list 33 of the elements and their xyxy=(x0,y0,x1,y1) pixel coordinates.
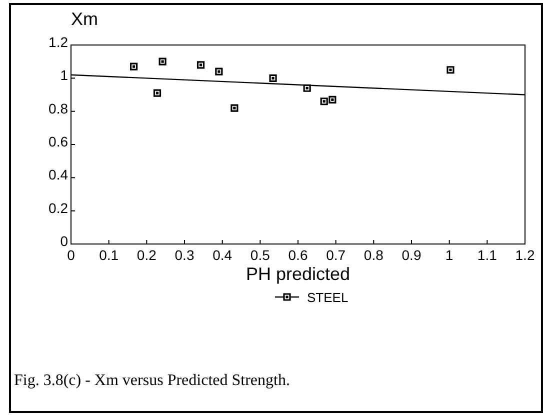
point xyxy=(153,89,162,97)
point xyxy=(328,96,336,104)
x-tick-label: 1.1 xyxy=(477,247,498,263)
point xyxy=(158,58,166,66)
x-tick-label: 1.2 xyxy=(515,247,535,263)
x-tick-label: 0.3 xyxy=(174,247,194,263)
point xyxy=(196,61,205,69)
y-tick-label: 0.6 xyxy=(48,134,68,150)
x-tick-label: 0.6 xyxy=(288,247,308,263)
y-tick-label: 0.4 xyxy=(48,166,68,183)
y-tick-label: 0.8 xyxy=(48,100,68,116)
legend-label: STEEL xyxy=(307,290,348,305)
y-tick-label: 0 xyxy=(60,233,68,249)
point xyxy=(269,74,277,82)
y-tick-label: 1.2 xyxy=(48,34,68,50)
point xyxy=(320,98,328,106)
x-tick-label: 0.1 xyxy=(99,247,119,263)
x-tick-label: 0.4 xyxy=(212,247,232,263)
x-tick-label: 0.9 xyxy=(402,247,422,263)
point xyxy=(215,68,223,76)
point xyxy=(130,62,138,70)
x-tick-label: 0.5 xyxy=(250,247,270,263)
y-tick-label: 0.2 xyxy=(48,200,68,216)
y-axis-title: Xm xyxy=(71,9,98,29)
point xyxy=(446,66,454,74)
x-tick-label: 0.8 xyxy=(364,247,384,263)
x-tick-label: 0.7 xyxy=(326,247,346,263)
x-axis-title: PH predicted xyxy=(246,264,350,284)
x-tick-label: 1 xyxy=(445,247,454,263)
caption: Fig. 3.8(c) - Xm versus Predicted Strength. xyxy=(14,372,290,389)
y-tick-label: 1 xyxy=(60,67,68,84)
x-tick-label: 0.2 xyxy=(136,247,157,263)
point xyxy=(230,104,238,112)
